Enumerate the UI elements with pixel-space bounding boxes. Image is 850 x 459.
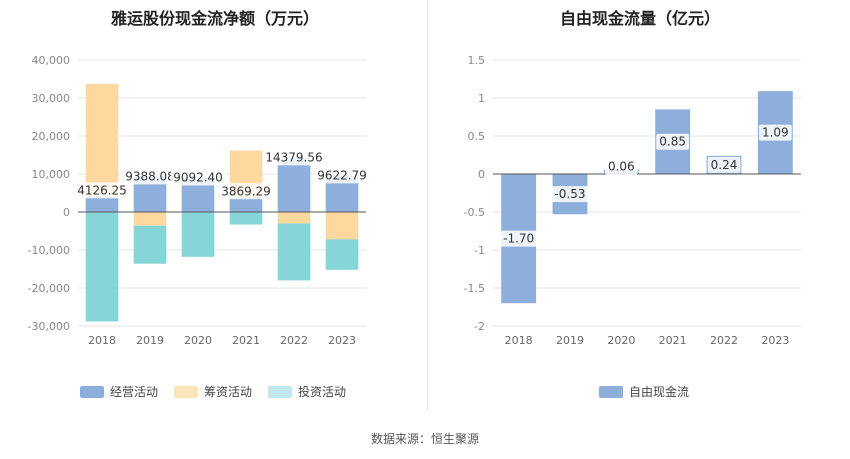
y-tick-label: 20,000	[32, 130, 71, 143]
bar-筹资活动	[325, 212, 359, 240]
bar-投资活动	[133, 225, 167, 264]
data-label: 1.09	[762, 126, 789, 140]
data-label: 9092.40	[173, 170, 223, 184]
bar-投资活动	[325, 239, 359, 270]
legend-swatch	[174, 385, 199, 398]
x-tick-label: 2023	[761, 334, 789, 347]
x-tick-label: 2019	[556, 334, 584, 347]
data-label-bg	[656, 133, 690, 150]
y-tick-label: -10,000	[28, 244, 70, 257]
data-label: -0.53	[554, 187, 585, 201]
data-label: 0.06	[608, 159, 635, 173]
data-label: 9622.79	[317, 168, 367, 182]
y-tick-label: 0	[63, 206, 70, 219]
legend-swatch	[80, 385, 104, 398]
bar-经营活动	[229, 197, 263, 212]
left-chart-legend[interactable]: 经营活动 筹资活动 投资活动	[80, 383, 362, 400]
data-label: 0.85	[659, 135, 686, 149]
x-tick-label: 2022	[710, 334, 738, 347]
data-label-bg	[550, 186, 590, 203]
panel-divider	[427, 0, 428, 410]
data-label: -1.70	[503, 232, 534, 246]
y-tick-label: 0.5	[468, 130, 486, 143]
bar-投资活动	[181, 212, 215, 257]
bar-投资活动	[85, 212, 119, 322]
bar-投资活动	[229, 212, 263, 225]
bar-经营活动	[277, 157, 311, 212]
x-tick-label: 2020	[184, 334, 212, 347]
legend-label: 自由现金流	[629, 385, 690, 399]
y-tick-label: -30,000	[28, 320, 70, 333]
x-tick-label: 2023	[328, 334, 356, 347]
legend-item-investing[interactable]: 投资活动	[268, 383, 346, 400]
bar-筹资活动	[85, 83, 119, 197]
data-label-bg	[707, 156, 741, 173]
x-tick-label: 2018	[88, 334, 116, 347]
x-tick-label: 2019	[136, 334, 164, 347]
y-tick-label: 10,000	[32, 168, 71, 181]
right-chart-title: 自由现金流量（亿元）	[559, 9, 720, 28]
legend-label: 投资活动	[298, 385, 347, 399]
data-label: 9388.08	[125, 169, 175, 183]
data-label-bg	[263, 149, 325, 166]
data-label: 14379.56	[265, 150, 322, 164]
data-label-bg	[122, 168, 178, 185]
bar-经营活动	[85, 196, 119, 212]
legend-label: 筹资活动	[204, 385, 253, 399]
bar-投资活动	[277, 223, 311, 281]
data-label-bg	[74, 182, 130, 199]
y-tick-label: -1	[474, 244, 485, 257]
x-tick-label: 2021	[232, 334, 260, 347]
y-tick-label: 30,000	[32, 92, 71, 105]
data-label-bg	[758, 124, 792, 141]
data-label-bg	[218, 183, 274, 200]
legend-swatch	[268, 385, 293, 398]
bar-筹资活动	[133, 212, 167, 226]
y-tick-label: -20,000	[28, 282, 70, 295]
y-tick-label: 1.5	[468, 54, 486, 67]
data-label: 3869.29	[221, 184, 271, 198]
data-label-bg	[314, 167, 370, 184]
legend-item-financing[interactable]: 筹资活动	[174, 383, 252, 400]
legend-label: 经营活动	[110, 385, 159, 399]
y-tick-label: -2	[474, 320, 485, 333]
legend-item-free-cashflow[interactable]: 自由现金流	[599, 383, 689, 400]
data-source-note: 数据来源：恒生聚源	[370, 432, 479, 446]
right-chart-legend[interactable]: 自由现金流	[599, 383, 705, 400]
x-tick-label: 2022	[280, 334, 308, 347]
y-tick-label: 40,000	[32, 54, 71, 67]
data-label: 0.24	[711, 158, 738, 172]
bar-筹资活动	[277, 212, 311, 224]
x-tick-label: 2020	[607, 334, 635, 347]
y-tick-label: -0.5	[464, 206, 485, 219]
legend-swatch	[599, 385, 623, 398]
data-label-bg	[170, 169, 226, 186]
y-tick-label: 1	[478, 92, 485, 105]
y-tick-label: -1.5	[464, 282, 485, 295]
legend-item-operating[interactable]: 经营活动	[80, 383, 158, 400]
x-tick-label: 2021	[659, 334, 687, 347]
x-tick-label: 2018	[505, 334, 533, 347]
data-label-bg	[604, 158, 638, 175]
data-label-bg	[498, 230, 539, 247]
y-tick-label: 0	[478, 168, 485, 181]
data-label: 4126.25	[77, 183, 127, 197]
left-chart-title: 雅运股份现金流净额（万元）	[110, 9, 319, 28]
